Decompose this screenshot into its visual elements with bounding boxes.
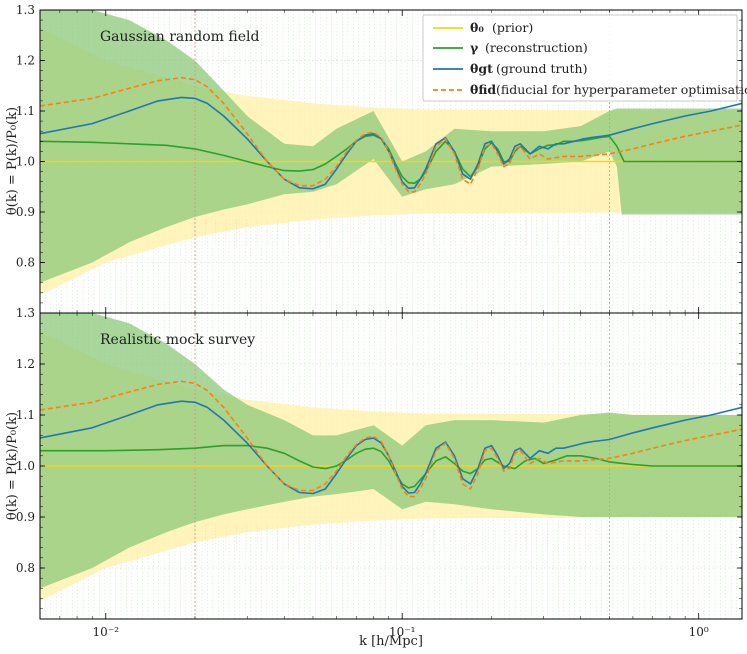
series-lines [40,380,742,498]
legend-symbol-reconstruction: γ [470,40,479,55]
y-tick-label: 0.8 [16,256,35,270]
panel-title: Realistic mock survey [100,332,255,348]
y-tick-label: 1.1 [16,408,35,422]
ticks: 0.8 0.9 1.0 1.1 1.2 1.3 10⁻² 10⁻¹ 10⁰ [16,306,742,639]
panel-title: Gaussian random field [100,29,259,45]
series-reconstruction [40,444,742,489]
y-tick-label: 1.3 [16,3,35,17]
y-axis-label: θ(k) = P(k)/P₀(k) [5,412,20,520]
y-axis-label: θ(k) = P(k)/P₀(k) [5,107,20,215]
reconstruction-band [40,313,742,589]
y-tick-label: 1.0 [16,459,35,473]
legend-label-prior: (prior) [492,20,533,35]
legend-symbol-ground-truth: θgt [470,61,493,76]
legend-entry-ground-truth: θgt (ground truth) [433,61,587,76]
legend-symbol-fiducial: θfid [470,82,496,97]
y-tick-label: 0.8 [16,561,35,575]
y-tick-label: 1.0 [16,155,35,169]
x-tick-label: 10⁻¹ [389,625,415,639]
legend-label-fiducial: (fiducial for hyperparameter optimisatio… [496,82,747,97]
y-tick-label: 0.9 [16,510,35,524]
y-tick-label: 1.3 [16,306,35,320]
series-lines [40,76,742,193]
legend-entry-fiducial: θfid (fiducial for hyperparameter optimi… [433,82,747,97]
vertical-markers [194,10,610,313]
panel-realistic-mock-survey: 0.8 0.9 1.0 1.1 1.2 1.3 10⁻² 10⁻¹ 10⁰ Realistic … [5,306,743,649]
y-tick-label: 1.1 [16,104,35,118]
legend-box [422,14,738,102]
x-tick-label: 10⁻² [93,625,120,639]
legend-entry-reconstruction: γ (reconstruction) [433,40,588,55]
ticks: 0.8 0.9 1.0 1.1 1.2 1.3 [16,3,742,314]
series-fid-fiducial-for-hyperparameter-optimisation [40,380,742,498]
series-fid-fiducial-for-hyperparameter-optimisation [40,76,742,193]
legend-label-reconstruction: (reconstruction) [485,40,588,55]
y-tick-label: 0.9 [16,205,35,219]
y-tick-label: 1.2 [16,54,35,68]
legend-entry-prior: θ₀ (prior) [433,20,533,35]
reconstruction-band [40,10,742,283]
y-tick-label: 1.2 [16,357,35,371]
legend-symbol-prior: θ₀ [470,20,484,35]
legend: θ₀ (prior) γ (reconstruction) θgt (groun… [422,14,747,102]
legend-label-ground-truth: (ground truth) [496,61,587,76]
x-axis-label: k [h/Mpc] [359,634,423,649]
x-tick-label: 10⁰ [689,625,709,639]
panel-frame [39,312,743,620]
